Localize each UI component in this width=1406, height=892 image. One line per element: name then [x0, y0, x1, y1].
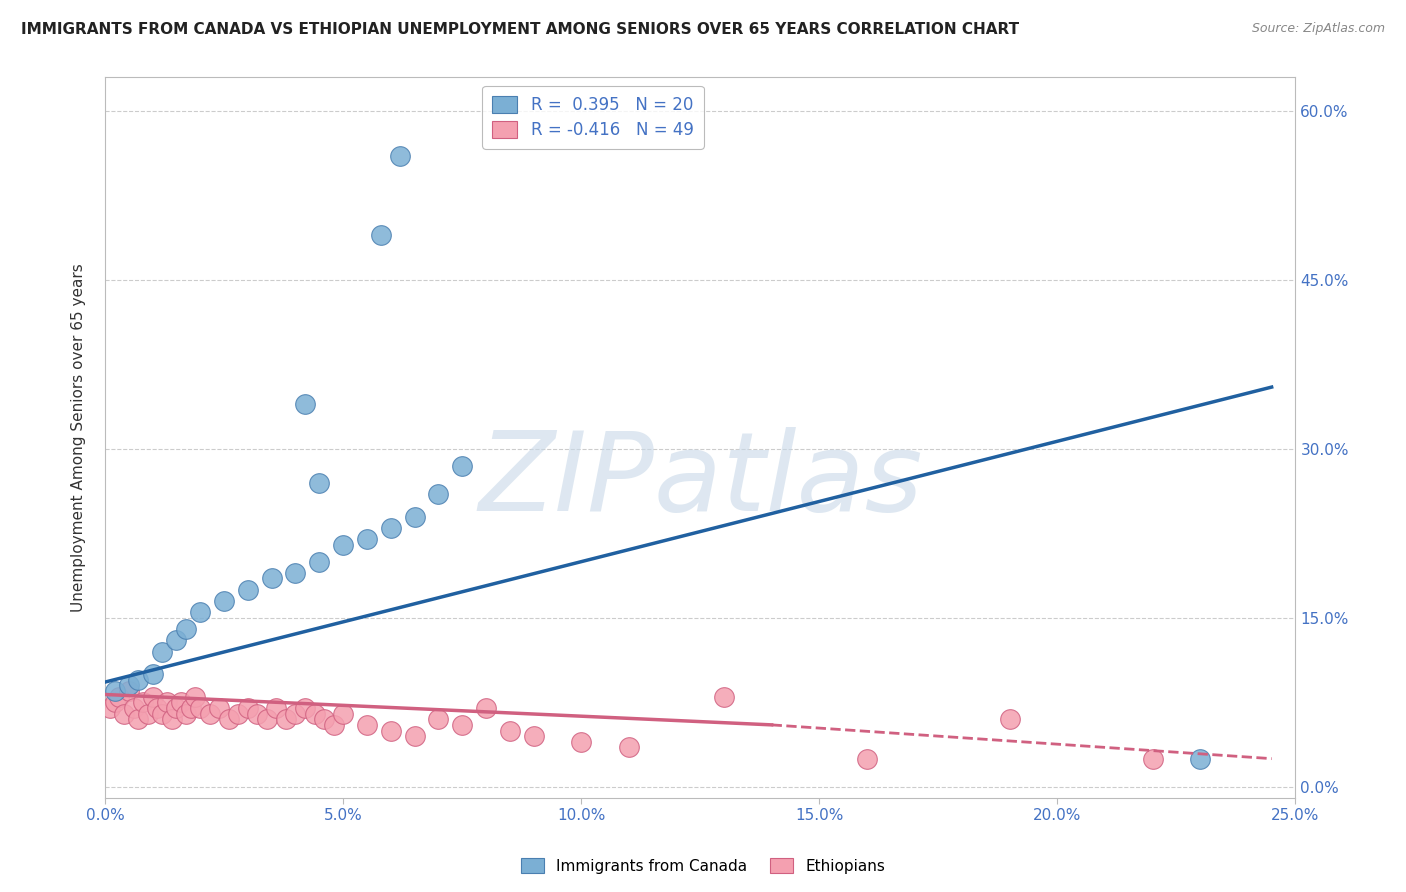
Point: [132, 695, 155, 709]
Point: [165, 633, 187, 648]
Point: [404, 509, 426, 524]
Point: [170, 695, 193, 709]
Point: [218, 712, 240, 726]
Point: [118, 684, 141, 698]
Point: [522, 729, 544, 743]
Point: [569, 735, 592, 749]
Point: [266, 701, 288, 715]
Point: [246, 706, 269, 721]
Point: [617, 740, 640, 755]
Point: [356, 718, 378, 732]
Point: [188, 605, 211, 619]
Point: [284, 706, 307, 721]
Point: [150, 645, 173, 659]
Point: [118, 678, 141, 692]
Point: [122, 701, 145, 715]
Point: [427, 487, 450, 501]
Point: [998, 712, 1021, 726]
Text: IMMIGRANTS FROM CANADA VS ETHIOPIAN UNEMPLOYMENT AMONG SENIORS OVER 65 YEARS COR: IMMIGRANTS FROM CANADA VS ETHIOPIAN UNEM…: [21, 22, 1019, 37]
Point: [127, 712, 149, 726]
Point: [294, 397, 316, 411]
Point: [103, 684, 125, 698]
Point: [146, 701, 169, 715]
Point: [228, 706, 250, 721]
Point: [451, 718, 474, 732]
Point: [308, 475, 330, 490]
Point: [142, 690, 165, 704]
Point: [312, 712, 335, 726]
Point: [322, 718, 344, 732]
Point: [370, 228, 392, 243]
Point: [451, 458, 474, 473]
Point: [1142, 752, 1164, 766]
Point: [127, 673, 149, 687]
Point: [112, 706, 135, 721]
Point: [174, 706, 197, 721]
Point: [136, 706, 159, 721]
Text: ZIPatlas: ZIPatlas: [478, 427, 922, 534]
Point: [332, 538, 354, 552]
Point: [427, 712, 450, 726]
Text: Source: ZipAtlas.com: Source: ZipAtlas.com: [1251, 22, 1385, 36]
Point: [156, 695, 179, 709]
Point: [856, 752, 879, 766]
Point: [208, 701, 231, 715]
Point: [332, 706, 354, 721]
Point: [108, 690, 131, 704]
Point: [294, 701, 316, 715]
Point: [475, 701, 498, 715]
Point: [308, 555, 330, 569]
Point: [212, 594, 235, 608]
Point: [103, 695, 125, 709]
Y-axis label: Unemployment Among Seniors over 65 years: Unemployment Among Seniors over 65 years: [72, 263, 86, 612]
Legend: R =  0.395   N = 20, R = -0.416   N = 49: R = 0.395 N = 20, R = -0.416 N = 49: [482, 86, 703, 149]
Point: [284, 566, 307, 580]
Point: [174, 622, 197, 636]
Point: [380, 521, 402, 535]
Point: [356, 532, 378, 546]
Point: [165, 701, 187, 715]
Point: [380, 723, 402, 738]
Point: [256, 712, 278, 726]
Point: [98, 701, 121, 715]
Point: [184, 690, 207, 704]
Point: [236, 701, 259, 715]
Point: [499, 723, 522, 738]
Point: [260, 572, 283, 586]
Point: [389, 149, 412, 163]
Point: [274, 712, 297, 726]
Point: [142, 667, 165, 681]
Point: [1189, 752, 1212, 766]
Point: [236, 582, 259, 597]
Point: [160, 712, 183, 726]
Legend: Immigrants from Canada, Ethiopians: Immigrants from Canada, Ethiopians: [515, 852, 891, 880]
Point: [713, 690, 735, 704]
Point: [198, 706, 221, 721]
Point: [180, 701, 202, 715]
Point: [404, 729, 426, 743]
Point: [188, 701, 211, 715]
Point: [150, 706, 173, 721]
Point: [304, 706, 326, 721]
